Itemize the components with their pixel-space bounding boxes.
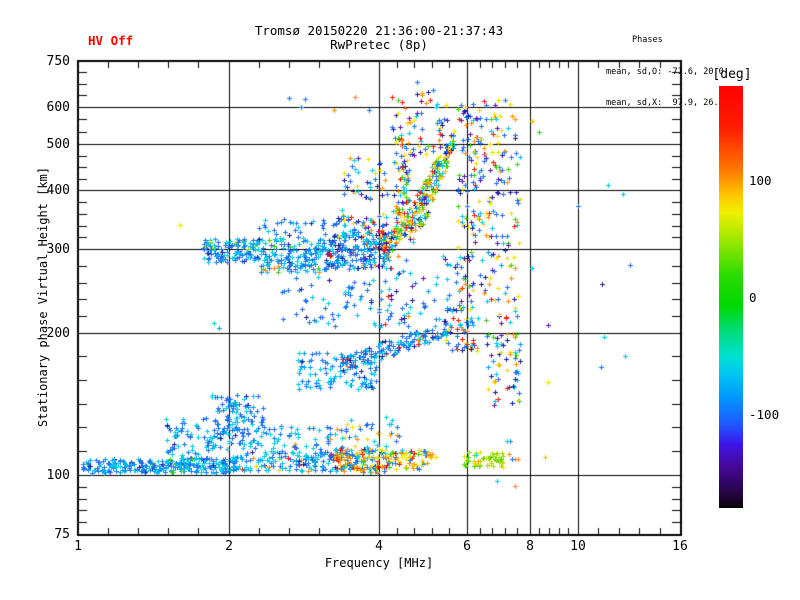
x-tick-label-1: 1 bbox=[74, 539, 82, 554]
colorbar-tick-label-0: 0 bbox=[749, 290, 757, 305]
x-tick-label-6: 6 bbox=[463, 539, 471, 554]
phase-statistics-heading: Phases bbox=[632, 35, 663, 45]
x-tick-label-10: 10 bbox=[570, 539, 586, 554]
y-tick-label-100: 100 bbox=[46, 468, 70, 483]
y-tick-label-200: 200 bbox=[46, 326, 70, 341]
y-tick-label-400: 400 bbox=[46, 183, 70, 198]
phase-mean-sd-o: mean, sd,O: -71.6, 20.0 bbox=[606, 66, 724, 77]
x-tick-label-2: 2 bbox=[225, 539, 233, 554]
y-tick-label-600: 600 bbox=[46, 100, 70, 115]
y-tick-label-750: 750 bbox=[46, 54, 70, 69]
x-tick-label-4: 4 bbox=[375, 539, 383, 554]
x-tick-label-8: 8 bbox=[526, 539, 534, 554]
plot-subtitle: RwPretec (8p) bbox=[330, 37, 428, 52]
colorbar-units-label: [deg] bbox=[712, 67, 752, 82]
y-tick-label-300: 300 bbox=[46, 242, 70, 257]
x-axis-title: Frequency [MHz] bbox=[324, 556, 434, 570]
plot-title: Tromsø 20150220 21:36:00-21:37:43 bbox=[254, 23, 504, 38]
y-tick-label-500: 500 bbox=[46, 137, 70, 152]
colorbar-gradient bbox=[719, 86, 743, 508]
colorbar-tick-label-100: 100 bbox=[749, 173, 772, 188]
colorbar-tick-label--100: -100 bbox=[749, 407, 780, 422]
y-axis-title: Stationary phase Virtual Height [km] bbox=[36, 166, 50, 428]
hv-status: HV Off bbox=[88, 33, 134, 48]
phase-mean-sd-x: mean, sd,X: 97.9, 26.2 bbox=[606, 98, 724, 108]
x-tick-label-16: 16 bbox=[672, 539, 688, 554]
phase-statistics-block: Phases mean, sd,O: -71.6, 20.0 mean, sd,… bbox=[606, 14, 724, 130]
y-tick-label-75: 75 bbox=[54, 527, 70, 542]
